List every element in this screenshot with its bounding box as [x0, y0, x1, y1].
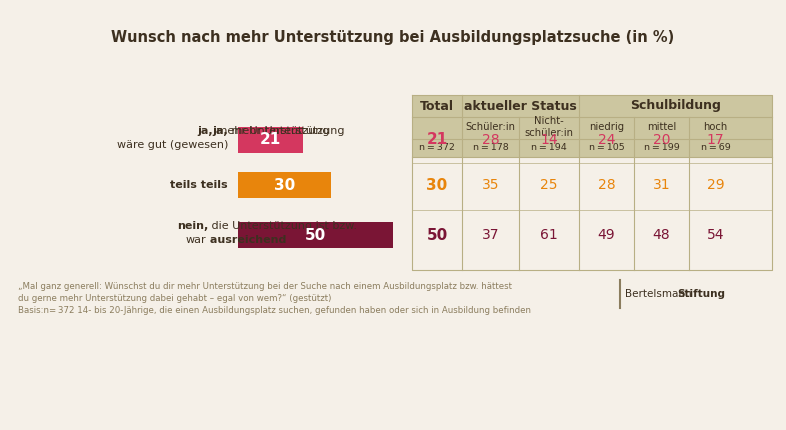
Text: du gerne mehr Unterstützung dabei gehabt – egal von wem?“ (gestützt): du gerne mehr Unterstützung dabei gehabt… [18, 294, 332, 303]
Text: war: war [185, 235, 206, 245]
Text: die Unterstützung ist bzw.: die Unterstützung ist bzw. [208, 221, 357, 231]
Text: Wunsch nach mehr Unterstützung bei Ausbildungsplatzsuche (in %): Wunsch nach mehr Unterstützung bei Ausbi… [112, 30, 674, 45]
Text: 21: 21 [426, 132, 447, 147]
Text: Stiftung: Stiftung [677, 289, 725, 299]
Text: n = 178: n = 178 [472, 144, 509, 153]
Text: 14: 14 [540, 133, 558, 147]
Text: ausreichend: ausreichend [206, 235, 286, 245]
Text: 49: 49 [597, 228, 615, 242]
Text: n = 372: n = 372 [419, 144, 455, 153]
Text: 50: 50 [426, 227, 447, 243]
Text: 28: 28 [597, 178, 615, 192]
Text: n = 194: n = 194 [531, 144, 567, 153]
Text: niedrig: niedrig [589, 122, 624, 132]
Text: mehr Unterstützung: mehr Unterstützung [213, 126, 329, 136]
Text: 37: 37 [482, 228, 499, 242]
Text: Schulbildung: Schulbildung [630, 99, 721, 113]
Text: 29: 29 [707, 178, 725, 192]
Text: 25: 25 [540, 178, 558, 192]
Bar [238, 222, 393, 248]
Text: 20: 20 [652, 133, 670, 147]
Text: 17: 17 [707, 133, 725, 147]
Text: Nicht-
schüler:in: Nicht- schüler:in [524, 116, 574, 138]
Text: „Mal ganz generell: Wünschst du dir mehr Unterstützung bei der Suche nach einem : „Mal ganz generell: Wünschst du dir mehr… [18, 282, 512, 291]
Text: wäre gut (gewesen): wäre gut (gewesen) [116, 140, 228, 150]
Text: 50: 50 [305, 227, 326, 243]
Text: Basis:n= 372 14- bis 20-Jährige, die einen Ausbildungsplatz suchen, gefunden hab: Basis:n= 372 14- bis 20-Jährige, die ein… [18, 306, 531, 315]
Text: 61: 61 [540, 228, 558, 242]
Text: 48: 48 [652, 228, 670, 242]
Text: 30: 30 [426, 178, 447, 193]
Text: 24: 24 [597, 133, 615, 147]
Text: 21: 21 [260, 132, 281, 147]
Text: hoch: hoch [703, 122, 728, 132]
Text: 31: 31 [652, 178, 670, 192]
Text: ja,: ja, [197, 126, 213, 136]
Text: mittel: mittel [647, 122, 676, 132]
Bar [412, 95, 772, 157]
Text: Bertelsmann: Bertelsmann [625, 289, 692, 299]
Text: Total: Total [420, 99, 454, 113]
Text: aktueller Status: aktueller Status [464, 99, 577, 113]
Text: 54: 54 [707, 228, 724, 242]
Bar [412, 157, 772, 270]
Text: 30: 30 [274, 178, 295, 193]
Text: Schüler:in: Schüler:in [465, 122, 516, 132]
Text: n = 199: n = 199 [644, 144, 679, 153]
Text: 28: 28 [482, 133, 499, 147]
Text: 35: 35 [482, 178, 499, 192]
Text: teils teils: teils teils [171, 180, 228, 190]
Text: n = 105: n = 105 [589, 144, 624, 153]
Text: n = 69: n = 69 [700, 144, 730, 153]
Bar [238, 172, 331, 198]
Text: mehr Unterstützung: mehr Unterstützung [228, 126, 344, 136]
Bar [238, 127, 303, 153]
Text: ja,: ja, [212, 126, 228, 136]
Text: nein,: nein, [177, 221, 208, 231]
